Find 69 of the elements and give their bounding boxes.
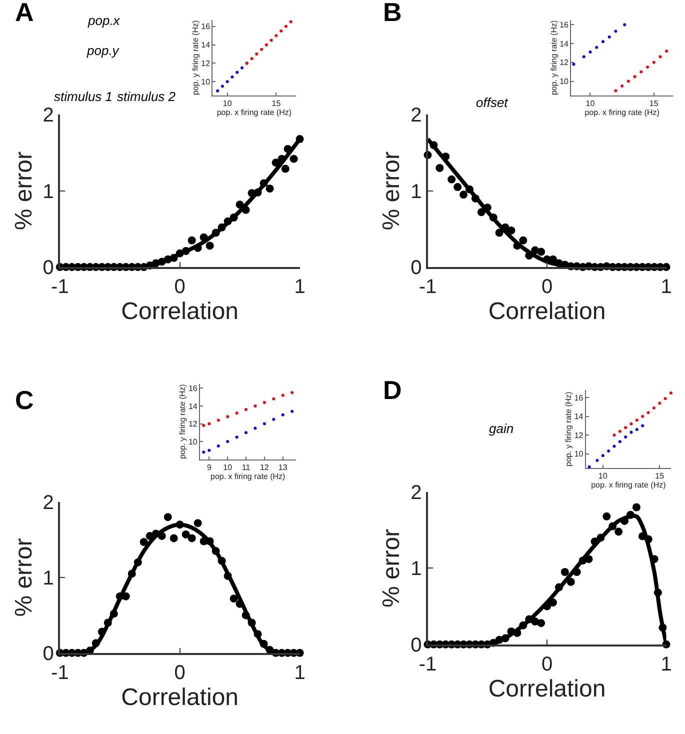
- y-tick-label: 1: [42, 567, 54, 590]
- y-axis-title: pop. y firing rate (Hz): [549, 20, 558, 96]
- y-tick-label: 10: [560, 77, 570, 86]
- text: pop.y: [86, 43, 120, 58]
- y-tick-label: 1: [410, 180, 422, 203]
- x-tick-label: 1: [294, 276, 306, 298]
- x-tick-label: 10: [586, 99, 596, 108]
- x-axis-title: pop. x firing rate (Hz): [591, 480, 666, 490]
- y-tick-label: 1: [410, 558, 422, 580]
- x-tick-label: 12: [260, 462, 270, 472]
- text: stimulus 2: [117, 89, 176, 104]
- x-tick-label: -1: [51, 662, 69, 684]
- x-tick-label: 0: [541, 653, 553, 676]
- y-tick-label: 12: [201, 59, 211, 68]
- x-tick-label: 1: [660, 276, 672, 298]
- y-axis-title: pop. y firing rate (Hz): [564, 391, 574, 466]
- text: stimulus 1: [54, 89, 113, 104]
- x-tick-label: 1: [294, 662, 306, 684]
- y-tick-label: 12: [560, 58, 570, 68]
- y-tick-label: 10: [574, 450, 584, 459]
- chart-title: C: [15, 385, 34, 415]
- x-tick-label: 0: [541, 276, 553, 298]
- y-tick-label: 12: [574, 430, 584, 440]
- chart-title: D: [383, 375, 402, 405]
- y-tick-label: 16: [188, 384, 198, 394]
- y-tick-label: 10: [201, 77, 211, 86]
- x-tick-label: 10: [223, 462, 233, 472]
- y-tick-label: 14: [560, 39, 570, 48]
- y-tick-label: 12: [188, 420, 198, 429]
- x-axis-title: Correlation: [488, 298, 606, 326]
- chart-title: B: [383, 0, 402, 27]
- x-axis-title: pop. x firing rate (Hz): [216, 108, 292, 118]
- y-axis-title: % error: [10, 152, 38, 230]
- y-tick-label: 16: [201, 22, 211, 32]
- y-tick-label: 16: [560, 20, 570, 30]
- y-axis-title: pop. y firing rate (Hz): [178, 384, 188, 459]
- text: pop.x: [87, 13, 120, 28]
- y-axis-title: % error: [378, 528, 406, 608]
- y-tick-label: 2: [410, 482, 422, 504]
- y-tick-label: 14: [188, 402, 198, 411]
- y-tick-label: 10: [188, 437, 198, 446]
- x-axis-title: pop. x firing rate (Hz): [584, 108, 660, 118]
- x-tick-label: 13: [278, 462, 288, 472]
- x-tick-label: 10: [222, 99, 232, 108]
- x-axis-title: Correlation: [121, 684, 239, 711]
- x-tick-label: 11: [242, 462, 251, 472]
- y-tick-label: 2: [410, 104, 422, 127]
- x-tick-label: 1: [660, 653, 672, 676]
- x-axis-title: Correlation: [121, 298, 239, 326]
- x-tick-label: 9: [206, 462, 212, 472]
- y-tick-label: 1: [42, 180, 54, 203]
- x-tick-label: 15: [649, 99, 659, 108]
- x-axis-title: pop. x firing rate (Hz): [210, 472, 286, 481]
- y-tick-label: 0: [42, 257, 54, 280]
- y-tick-label: 2: [42, 492, 54, 514]
- chart-title: A: [15, 0, 34, 27]
- text: gain: [489, 421, 514, 436]
- y-axis-title: pop. y firing rate (Hz): [190, 20, 200, 96]
- x-tick-label: 15: [272, 99, 282, 108]
- y-tick-label: 2: [42, 104, 54, 127]
- y-axis-title: % error: [378, 152, 406, 230]
- x-tick-label: -1: [51, 276, 69, 298]
- x-axis-title: Correlation: [488, 675, 606, 702]
- y-tick-label: 16: [574, 393, 584, 402]
- x-tick-label: 15: [655, 471, 665, 480]
- y-tick-label: 14: [574, 412, 584, 422]
- y-axis-title: % error: [10, 538, 38, 617]
- y-tick-label: 14: [201, 40, 211, 50]
- text: offset: [476, 95, 510, 110]
